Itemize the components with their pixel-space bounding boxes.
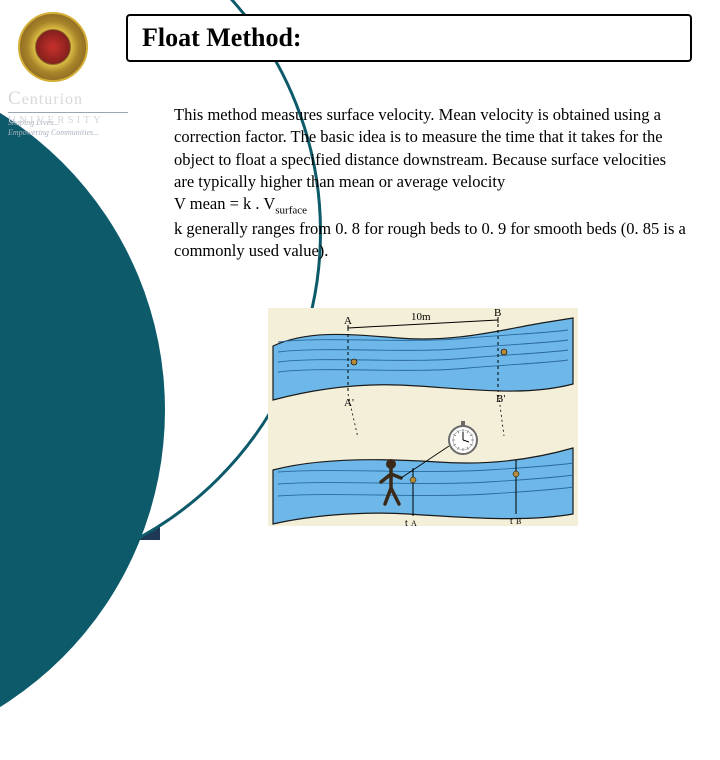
tagline-line2: Empowering Communities... bbox=[8, 128, 99, 137]
svg-text:B: B bbox=[516, 517, 521, 526]
tagline-line1: Shaping Lives... bbox=[8, 118, 59, 127]
float-method-diagram: AB10mA'B'tAtB bbox=[268, 308, 578, 526]
svg-text:10m: 10m bbox=[411, 311, 431, 323]
title-box: Float Method: bbox=[126, 14, 692, 62]
paragraph-2: k generally ranges from 0. 8 for rough b… bbox=[174, 219, 686, 260]
svg-text:t: t bbox=[510, 516, 513, 526]
svg-text:A': A' bbox=[344, 397, 354, 409]
diagram-svg: AB10mA'B'tAtB bbox=[268, 308, 578, 526]
paragraph-1: This method measures surface velocity. M… bbox=[174, 105, 666, 191]
svg-text:B': B' bbox=[496, 393, 505, 405]
svg-text:t: t bbox=[405, 518, 408, 526]
university-tagline: Shaping Lives... Empowering Communities.… bbox=[8, 118, 99, 139]
logo-inner-circle bbox=[35, 29, 71, 65]
logo-outer-ring bbox=[18, 12, 88, 82]
university-name-main: Centurion bbox=[8, 91, 83, 108]
university-logo bbox=[18, 12, 88, 82]
formula-subscript: surface bbox=[275, 204, 307, 216]
body-text: This method measures surface velocity. M… bbox=[174, 104, 688, 263]
divider bbox=[8, 112, 128, 113]
slide-title: Float Method: bbox=[142, 23, 302, 53]
formula-prefix: V mean = k . V bbox=[174, 194, 275, 213]
svg-text:A: A bbox=[411, 519, 417, 526]
